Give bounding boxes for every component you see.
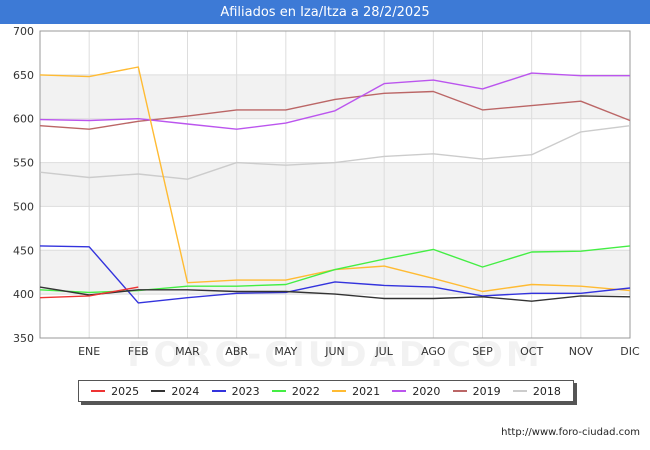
legend-swatch xyxy=(332,390,347,392)
x-tick-label: MAR xyxy=(175,345,200,358)
x-tick-label: AGO xyxy=(421,345,446,358)
legend-swatch xyxy=(392,390,407,392)
chart-title-bar: Afiliados en Iza/Itza a 28/2/2025 xyxy=(0,0,650,24)
legend-item-2018: 2018 xyxy=(512,384,561,398)
legend-label: 2022 xyxy=(291,384,320,398)
source-url: http://www.foro-ciudad.com xyxy=(501,427,640,438)
plot-border xyxy=(39,30,631,339)
x-tick-label: DIC xyxy=(620,345,640,358)
x-tick-label: NOV xyxy=(569,345,594,358)
legend-label: 2025 xyxy=(111,384,140,398)
watermark-text: FORO-CIUDAD.COM xyxy=(127,335,543,375)
legend-swatch xyxy=(91,390,106,392)
legend-swatch xyxy=(211,390,226,392)
series-line-2024 xyxy=(39,286,631,302)
legend-swatch xyxy=(271,390,286,392)
y-tick-label: 500 xyxy=(13,200,34,213)
series-line-2025 xyxy=(39,286,139,299)
legend-label: 2021 xyxy=(352,384,381,398)
legend-swatch xyxy=(151,390,166,392)
legend-item-2020: 2020 xyxy=(392,385,440,398)
legend-item-2023: 2023 xyxy=(211,384,260,398)
legend-item-2019: 2019 xyxy=(452,384,501,398)
y-tick-label: 550 xyxy=(13,157,34,170)
x-tick-label: OCT xyxy=(520,345,543,358)
legend-item-2024: 2024 xyxy=(151,385,199,398)
x-tick-label: ENE xyxy=(78,345,100,358)
y-tick-label: 400 xyxy=(13,288,34,301)
y-tick-label: 450 xyxy=(13,244,34,257)
legend-label: 2023 xyxy=(231,384,260,398)
legend-label: 2020 xyxy=(412,384,441,398)
series-line-2023 xyxy=(39,245,631,304)
series-line-2020 xyxy=(39,72,630,130)
legend-swatch xyxy=(452,390,467,392)
y-tick-label: 700 xyxy=(13,25,34,38)
x-tick-label: JUN xyxy=(324,345,345,358)
y-tick-label: 350 xyxy=(13,332,34,345)
legend-item-2025: 2025 xyxy=(91,385,139,398)
legend-label: 2024 xyxy=(171,384,200,398)
chart-legend: 2025 2024 2023 2022 2021 2020 2019 2018 xyxy=(78,380,574,402)
series-line-2018 xyxy=(39,125,631,180)
chart-title: Afiliados en Iza/Itza a 28/2/2025 xyxy=(220,4,430,20)
legend-item-2022: 2022 xyxy=(271,384,320,398)
legend-label: 2019 xyxy=(472,384,501,398)
x-tick-label: MAY xyxy=(274,345,297,358)
series-line-2022 xyxy=(39,245,631,294)
x-tick-label: SEP xyxy=(472,345,493,358)
x-tick-label: FEB xyxy=(128,345,149,358)
legend-label: 2018 xyxy=(532,384,561,398)
y-tick-label: 650 xyxy=(13,69,34,82)
legend-swatch xyxy=(512,390,527,392)
y-tick-label: 600 xyxy=(13,113,34,126)
series-line-2019 xyxy=(39,90,631,130)
x-tick-label: ABR xyxy=(225,345,248,358)
legend-item-2021: 2021 xyxy=(332,385,380,398)
x-tick-label: JUL xyxy=(374,345,393,358)
